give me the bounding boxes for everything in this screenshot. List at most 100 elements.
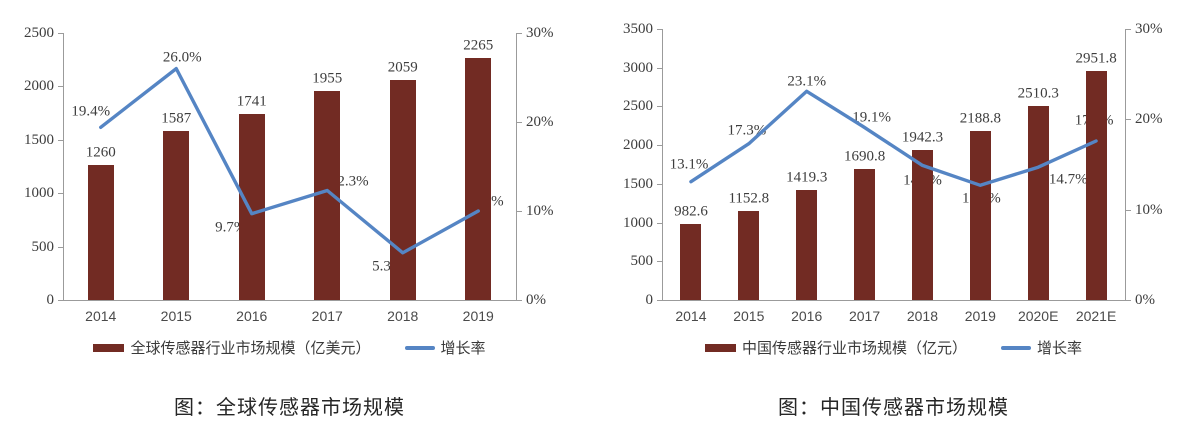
line-series-legend-label: 增长率 <box>440 341 486 357</box>
bar-2017 <box>314 91 341 300</box>
y-axis-tick-label: 2500 <box>24 25 54 41</box>
y-axis-tick-label: 1000 <box>24 185 54 202</box>
bar-2014 <box>87 165 114 300</box>
percent-axis-tick-label: 30% <box>526 25 554 41</box>
y-axis-tick <box>657 106 662 108</box>
x-axis-category-label: 2018 <box>387 308 419 324</box>
bar-value-label: 1419.3 <box>786 169 828 186</box>
legend-china-chart: 中国传感器行业市场规模（亿元） 增长率 <box>662 337 1125 358</box>
growth-point-label: 26.0% <box>162 49 202 66</box>
legend-item-line-series: 增长率 <box>1001 337 1082 358</box>
secondary-y-axis-line <box>1125 29 1126 300</box>
growth-point-label: 19.4% <box>71 103 111 120</box>
bar-value-label: 2510.3 <box>1017 85 1059 102</box>
bar-2021E <box>1085 71 1107 300</box>
x-axis-category-label: 2018 <box>906 308 939 324</box>
percent-axis-tick-label: 0% <box>1135 292 1155 308</box>
y-axis-tick <box>657 300 662 301</box>
percent-axis-tick-label: 10% <box>1135 201 1163 218</box>
bar-value-label: 1152.8 <box>728 190 770 207</box>
bar-value-label: 1955 <box>312 70 343 87</box>
x-axis-category-label: 2015 <box>733 308 765 324</box>
y-axis-tick <box>657 29 662 30</box>
line-series-legend-label: 增长率 <box>1037 341 1083 357</box>
bar-2019 <box>465 58 492 300</box>
y-axis-tick <box>58 300 63 301</box>
bar-2015 <box>738 210 760 300</box>
y-axis-tick <box>657 67 662 69</box>
x-axis-category-label: 2017 <box>848 308 881 324</box>
y-axis-line <box>63 33 64 300</box>
percent-axis-tick <box>1126 119 1131 121</box>
x-axis-category-label: 2016 <box>791 308 823 324</box>
y-axis-tick <box>58 33 63 34</box>
y-axis-tick-label: 3000 <box>623 59 653 76</box>
percent-axis-tick-label: 20% <box>526 114 554 130</box>
y-axis-tick-label: 2000 <box>623 137 653 154</box>
secondary-y-axis-line <box>516 33 517 300</box>
bar-2014 <box>680 223 702 300</box>
bar-series-legend-label: 全球传感器行业市场规模（亿美元） <box>130 341 371 357</box>
legend-item-bar-series: 中国传感器行业市场规模（亿元） <box>704 337 967 358</box>
percent-axis-tick <box>1126 300 1131 301</box>
x-axis-category-label: 2019 <box>462 308 494 324</box>
x-axis-category-label: 2019 <box>964 308 996 324</box>
y-axis-tick <box>58 86 63 88</box>
y-axis-tick-label: 1500 <box>623 175 653 192</box>
y-axis-tick <box>657 183 662 185</box>
growth-rate-line <box>99 66 480 255</box>
bar-value-label: 2188.8 <box>959 110 1001 127</box>
growth-point-label: 23.1% <box>787 73 827 90</box>
bar-2019 <box>969 130 991 300</box>
growth-point-label: 13.1% <box>669 156 709 173</box>
bar-2017 <box>854 169 876 300</box>
bar-series-legend-label: 中国传感器行业市场规模（亿元） <box>741 341 967 357</box>
x-axis-category-label: 2016 <box>236 308 268 324</box>
line-series-swatch-icon <box>1001 345 1031 350</box>
y-axis-tick-label: 3500 <box>623 21 653 37</box>
bar-2016 <box>796 190 818 300</box>
x-axis-category-label: 2014 <box>675 308 707 324</box>
x-axis-category-label: 2015 <box>160 308 192 324</box>
growth-point-label: 14.7% <box>1048 171 1088 188</box>
y-axis-tick-label: 1500 <box>24 131 54 148</box>
bar-2018 <box>389 80 416 300</box>
bar-series-swatch-icon <box>704 343 736 352</box>
bar-value-label: 1587 <box>161 110 192 126</box>
y-axis-tick <box>657 261 662 263</box>
x-axis-category-label: 2017 <box>311 308 343 324</box>
x-axis-line <box>63 300 517 301</box>
x-axis-category-label: 2014 <box>85 308 117 324</box>
bar-value-label: 2059 <box>387 59 418 76</box>
y-axis-tick-label: 2000 <box>24 78 54 95</box>
y-axis-tick <box>657 145 662 147</box>
bar-2015 <box>163 130 190 300</box>
x-axis-category-label: 2021E <box>1075 308 1117 324</box>
y-axis-tick <box>657 222 662 224</box>
bar-value-label: 1942.3 <box>901 129 944 146</box>
line-series-swatch-icon <box>404 345 435 350</box>
growth-point-label: 17.3% <box>727 122 767 139</box>
y-axis-tick-label: 500 <box>630 253 654 270</box>
y-axis-tick-label: 1000 <box>623 214 653 231</box>
legend-global-chart: 全球传感器行业市场规模（亿美元） 增长率 <box>63 337 516 358</box>
percent-axis-tick <box>517 300 522 301</box>
percent-axis-tick-label: 10% <box>526 203 554 219</box>
growth-point-label: 19.1% <box>852 109 891 126</box>
percent-axis-tick <box>1126 29 1131 30</box>
y-axis-tick <box>58 193 63 195</box>
percent-axis-tick <box>517 33 522 34</box>
bar-value-label: 2265 <box>463 37 494 54</box>
y-axis-tick-label: 0 <box>645 292 654 308</box>
x-axis-line <box>662 300 1126 301</box>
percent-axis-tick-label: 0% <box>526 292 546 308</box>
percent-axis-tick-label: 30% <box>1135 21 1163 37</box>
caption-china-chart: 图：中国传感器市场规模 <box>778 397 1009 419</box>
y-axis-tick <box>58 139 63 141</box>
y-axis-line <box>662 29 663 300</box>
bar-2020E <box>1027 105 1049 300</box>
y-axis-tick-label: 500 <box>31 238 55 255</box>
y-axis-tick <box>58 246 63 248</box>
legend-item-line-series: 增长率 <box>404 337 486 358</box>
